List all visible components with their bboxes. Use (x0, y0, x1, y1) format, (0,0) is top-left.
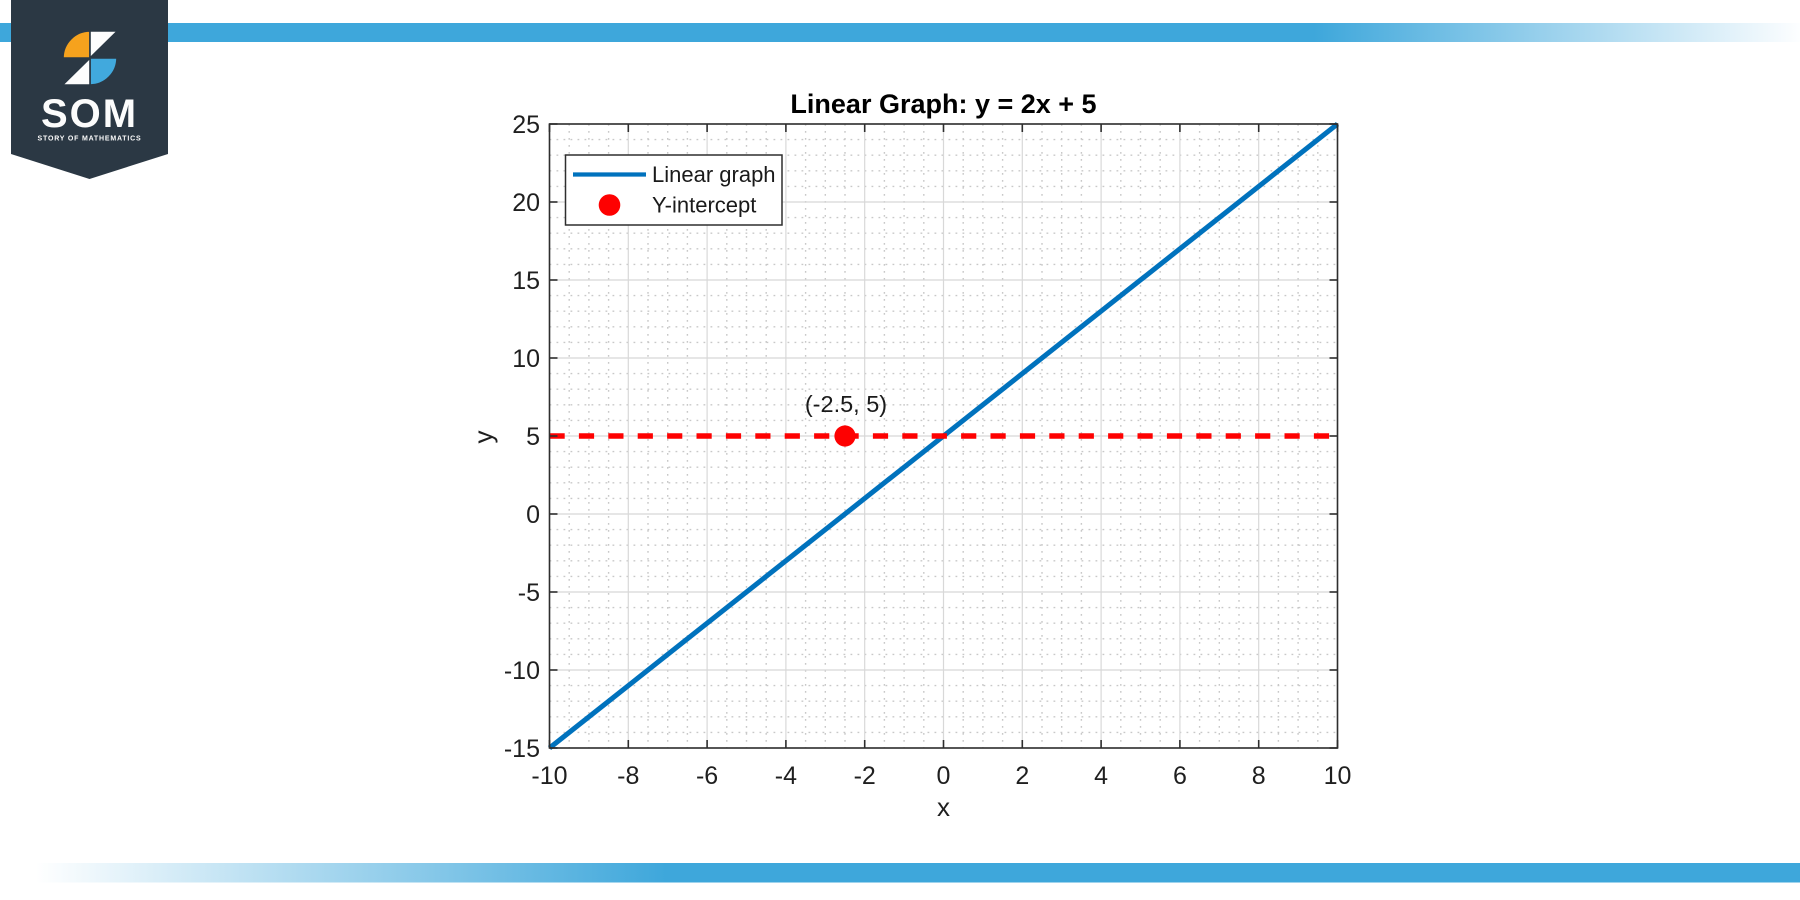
svg-text:STORY OF MATHEMATICS: STORY OF MATHEMATICS (38, 136, 142, 143)
svg-text:0: 0 (937, 762, 951, 790)
svg-text:-15: -15 (504, 735, 540, 763)
svg-text:SOM: SOM (41, 92, 138, 136)
svg-text:-10: -10 (531, 762, 567, 790)
svg-text:x: x (937, 792, 950, 822)
svg-text:Y-intercept: Y-intercept (652, 193, 756, 218)
svg-text:20: 20 (512, 189, 540, 217)
svg-text:10: 10 (1324, 762, 1352, 790)
svg-text:6: 6 (1173, 762, 1187, 790)
svg-text:-2: -2 (854, 762, 876, 790)
svg-text:Linear graph: Linear graph (652, 162, 776, 187)
svg-text:-4: -4 (775, 762, 797, 790)
svg-text:(-2.5, 5): (-2.5, 5) (805, 391, 887, 417)
svg-text:Linear Graph: y = 2x + 5: Linear Graph: y = 2x + 5 (790, 89, 1096, 119)
svg-text:4: 4 (1094, 762, 1108, 790)
svg-text:-8: -8 (617, 762, 639, 790)
svg-text:-10: -10 (504, 657, 540, 685)
svg-text:8: 8 (1252, 762, 1266, 790)
svg-text:2: 2 (1015, 762, 1029, 790)
svg-text:-5: -5 (518, 579, 540, 607)
svg-text:15: 15 (512, 267, 540, 295)
svg-text:10: 10 (512, 345, 540, 373)
svg-text:0: 0 (526, 501, 540, 529)
svg-text:y: y (468, 431, 498, 444)
svg-text:-6: -6 (696, 762, 718, 790)
svg-text:25: 25 (512, 111, 540, 139)
svg-text:5: 5 (526, 423, 540, 451)
